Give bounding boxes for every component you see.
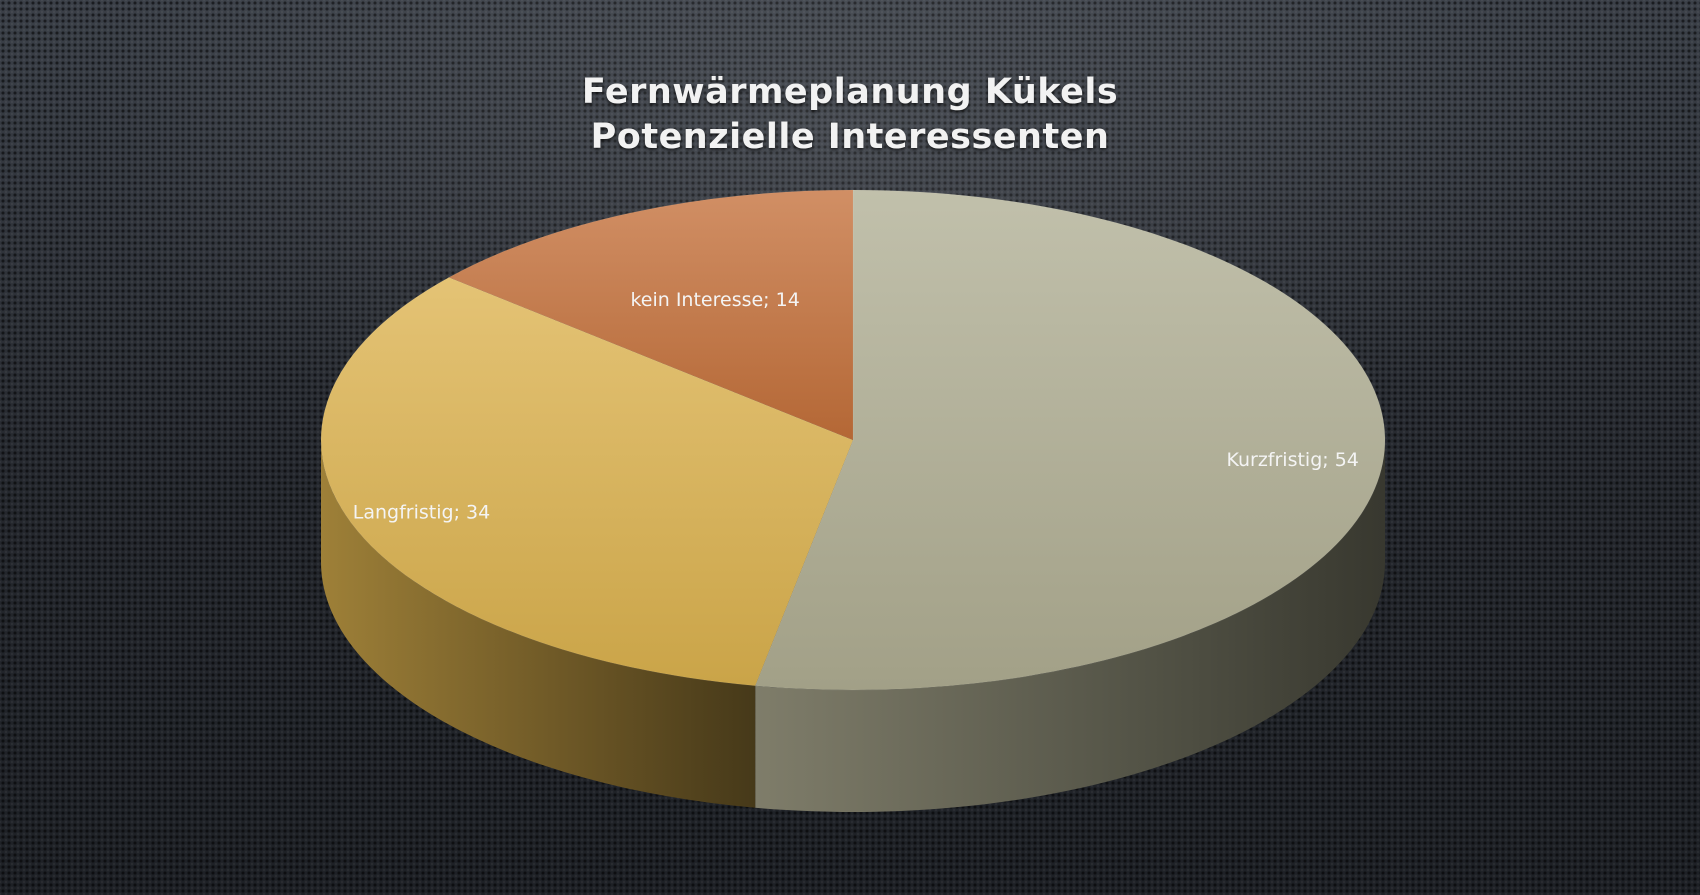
data-label-kurzfristig: Kurzfristig; 54 <box>1226 449 1358 471</box>
pie-side-langfristig <box>321 440 756 808</box>
pie-slice-kurzfristig <box>754 189 1386 691</box>
pie-slice-kein-interesse <box>447 189 854 441</box>
pie-slice-langfristig <box>320 276 854 687</box>
chart-title-line-1: Fernwärmeplanung Kükels <box>581 72 1119 112</box>
chart-title-line-2: Potenzielle Interessenten <box>590 117 1110 157</box>
data-label-kein-interesse: kein Interesse; 14 <box>630 289 799 311</box>
data-label-langfristig: Langfristig; 34 <box>353 501 490 523</box>
pie-side-kurzfristig <box>755 440 1385 812</box>
